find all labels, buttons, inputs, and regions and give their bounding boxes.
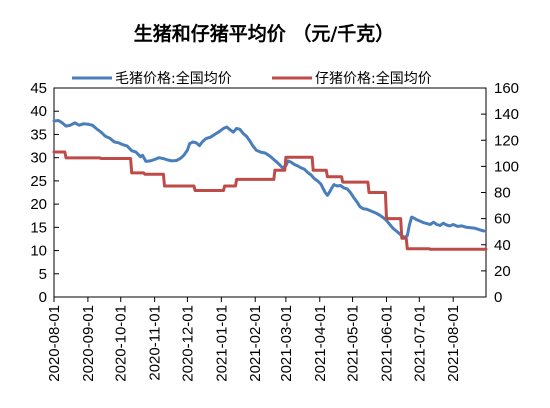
x-tick-label: 2020-10-01 bbox=[113, 305, 130, 382]
x-tick-label: 2021-03-01 bbox=[278, 305, 295, 382]
left-y-tick-label: 5 bbox=[39, 266, 47, 283]
left-y-tick-label: 45 bbox=[30, 80, 47, 97]
left-y-tick-label: 0 bbox=[39, 289, 47, 306]
plot-area: 0 5 10 15 20 25 30 35 40 45 0 20 40 60 80 100 120 140 160 2… bbox=[30, 80, 519, 382]
legend-item-piglet-price: 仔猪价格:全国均价 bbox=[272, 70, 432, 87]
right-y-tick-label: 80 bbox=[494, 185, 511, 202]
x-tick-label: 2020-08-01 bbox=[46, 305, 63, 382]
x-tick-label: 2021-08-01 bbox=[445, 305, 462, 382]
left-y-tick-label: 25 bbox=[30, 173, 47, 190]
plot-frame bbox=[53, 87, 487, 298]
x-tick-label: 2021-05-01 bbox=[345, 305, 362, 382]
legend-label-hog-price: 毛猪价格:全国均价 bbox=[115, 70, 232, 87]
legend-item-hog-price: 毛猪价格:全国均价 bbox=[72, 70, 232, 87]
right-y-tick-label: 60 bbox=[494, 211, 511, 228]
series-line-hog-price bbox=[52, 119, 486, 239]
chart-title: 生猪和仔猪平均价 （元/千克） bbox=[134, 22, 395, 45]
right-y-tick-label: 20 bbox=[494, 263, 511, 280]
x-tick-label: 2021-04-01 bbox=[312, 305, 329, 382]
left-y-tick-label: 40 bbox=[30, 103, 47, 120]
x-tick-label: 2021-07-01 bbox=[411, 305, 428, 382]
series-line-piglet-price bbox=[52, 150, 488, 251]
left-y-tick-label: 30 bbox=[30, 150, 47, 167]
legend-label-piglet-price: 仔猪价格:全国均价 bbox=[315, 70, 432, 87]
right-y-tick-label: 0 bbox=[494, 289, 502, 306]
x-tick-label: 2021-01-01 bbox=[213, 305, 230, 382]
x-tick-label: 2021-02-01 bbox=[247, 305, 264, 382]
right-y-tick-label: 100 bbox=[494, 158, 519, 175]
left-y-tick-label: 15 bbox=[30, 219, 47, 236]
right-y-tick-label: 120 bbox=[494, 132, 519, 149]
x-tick-label: 2020-11-01 bbox=[147, 305, 164, 381]
right-y-tick-label: 40 bbox=[494, 237, 511, 254]
right-y-tick-label: 160 bbox=[494, 80, 519, 97]
left-y-tick-label: 35 bbox=[30, 126, 47, 143]
left-y-tick-label: 10 bbox=[30, 243, 47, 260]
x-tick-label: 2020-12-01 bbox=[179, 305, 196, 382]
x-tick-label: 2020-09-01 bbox=[80, 305, 97, 382]
right-y-tick-label: 140 bbox=[494, 106, 519, 123]
x-tick-label: 2021-06-01 bbox=[378, 305, 395, 382]
left-y-tick-label: 20 bbox=[30, 196, 47, 213]
legend: 毛猪价格:全国均价 仔猪价格:全国均价 bbox=[72, 70, 432, 87]
